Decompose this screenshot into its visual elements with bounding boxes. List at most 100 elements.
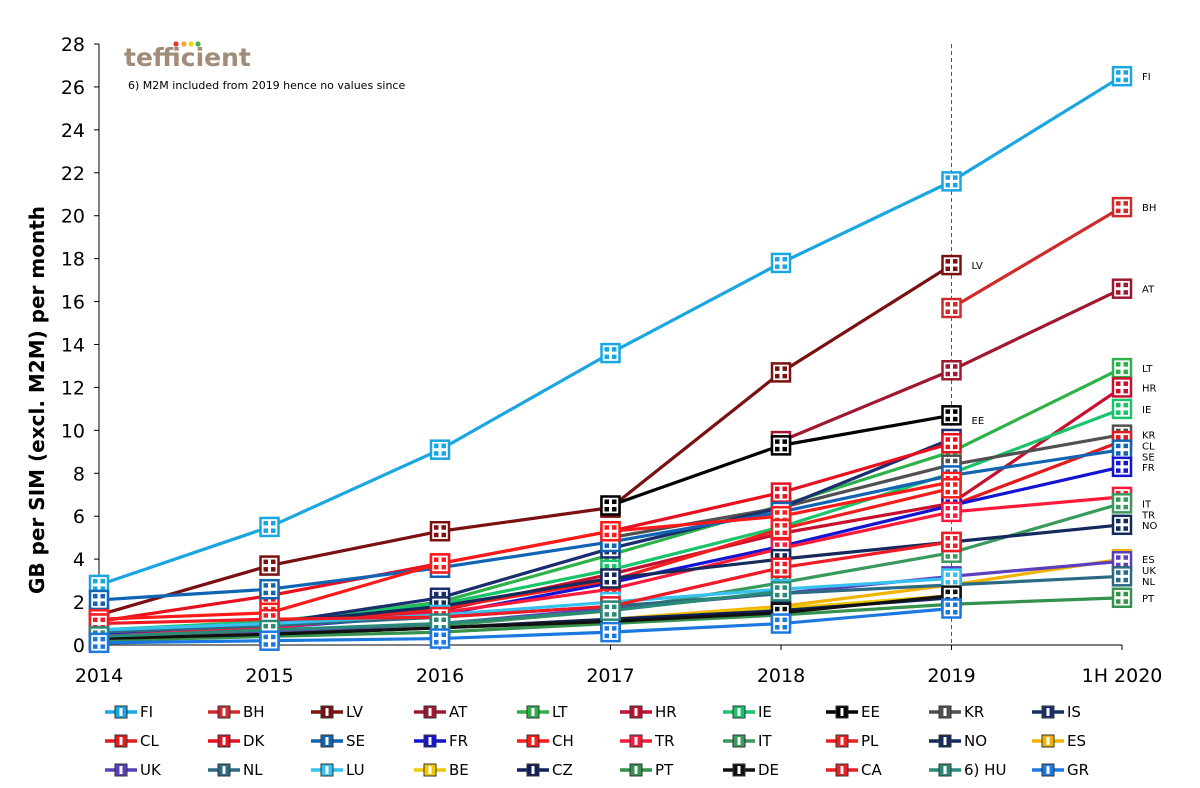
x-tick-label: 2015 xyxy=(245,665,293,687)
marker-cross-h xyxy=(604,619,617,623)
legend-marker-mark xyxy=(943,708,947,716)
legend-label: BH xyxy=(243,703,265,721)
brand-text: tefficient xyxy=(124,43,251,72)
marker-cross-h xyxy=(775,370,787,374)
data-point-ch xyxy=(600,520,621,542)
legend-label: CL xyxy=(140,732,159,750)
data-point-se xyxy=(259,578,280,600)
x-tick-label: 1H 2020 xyxy=(1082,665,1163,687)
legend-marker-mark xyxy=(222,737,226,745)
y-tick-label: 8 xyxy=(73,463,85,485)
data-point-at xyxy=(1111,278,1133,299)
legend-marker-mark xyxy=(943,737,947,745)
legend-label: PT xyxy=(655,761,674,779)
legend-marker-mark xyxy=(119,708,123,716)
series-line-bh xyxy=(950,205,1123,310)
legend-item-de: DE xyxy=(723,761,779,779)
legend-label: LT xyxy=(552,703,568,721)
legend-item-fr: FR xyxy=(414,732,468,750)
y-axis-label: GB per SIM (excl. M2M) per month xyxy=(25,206,49,594)
end-label-fr: FR xyxy=(1142,463,1155,474)
y-tick-label: 26 xyxy=(61,77,85,99)
legend-marker-mark xyxy=(1046,766,1050,774)
marker-cross-h xyxy=(1116,407,1128,411)
data-point-fi xyxy=(600,342,621,364)
marker-cross-h xyxy=(93,622,105,626)
marker-cross-h xyxy=(434,561,446,565)
legend-item-se: SE xyxy=(311,732,365,750)
marker-cross-h xyxy=(1116,74,1128,78)
marker-cross-h xyxy=(945,510,958,514)
series-lines xyxy=(88,65,1133,654)
marker-cross-h xyxy=(775,546,787,550)
y-tick-label: 28 xyxy=(61,34,85,56)
end-label-no: NO xyxy=(1142,521,1157,532)
marker-cross-h xyxy=(775,622,787,626)
legend-label: DE xyxy=(758,761,779,779)
data-point-lu xyxy=(941,568,962,589)
marker-cross-h xyxy=(775,589,787,593)
marker-cross-h xyxy=(434,529,446,533)
marker-cross-h xyxy=(775,611,787,615)
marker-cross-h xyxy=(434,622,446,626)
marker-cross-h xyxy=(945,413,958,417)
marker-cross-h xyxy=(775,443,787,447)
x-axis-ticks: 2014 2015 2016 2017 2018 2019 1H 2020 xyxy=(75,645,1163,687)
marker-cross-h xyxy=(263,587,276,591)
end-label-bh: BH xyxy=(1142,203,1156,214)
legend-label: BE xyxy=(449,761,469,779)
data-point-pl xyxy=(770,518,792,540)
legend-marker-mark xyxy=(222,708,226,716)
legend-item-it: IT xyxy=(723,732,772,750)
series-line-de xyxy=(98,594,952,641)
legend-marker-mark xyxy=(634,766,638,774)
legend-item-ie: IE xyxy=(723,703,772,721)
marker-cross-h xyxy=(1116,523,1128,527)
data-point-gr xyxy=(770,613,792,634)
marker-cross-h xyxy=(1116,448,1128,452)
data-point-bh xyxy=(1111,196,1133,218)
marker-cross-h xyxy=(93,583,105,587)
legend-label: HR xyxy=(655,703,677,721)
marker-cross-h xyxy=(604,576,617,580)
end-label-pt: PT xyxy=(1142,594,1155,605)
data-point-bh xyxy=(941,297,962,319)
data-point-ca xyxy=(941,531,962,553)
marker-cross-h xyxy=(1116,596,1128,600)
legend-label: IT xyxy=(758,732,772,750)
legend-marker-mark xyxy=(1046,737,1050,745)
y-tick-label: 12 xyxy=(61,377,85,399)
data-point-6-hu xyxy=(770,581,792,602)
legend-item-tr: TR xyxy=(620,732,675,750)
legend-marker-mark xyxy=(222,766,226,774)
y-tick-label: 6 xyxy=(73,506,85,528)
data-point-no xyxy=(600,568,621,589)
data-point-nl xyxy=(1111,566,1133,587)
data-point-pt xyxy=(1111,587,1133,609)
brand-dot-red xyxy=(173,41,179,47)
marker-cross-h xyxy=(604,609,617,613)
legend-label: IE xyxy=(758,703,772,721)
marker-cross-h xyxy=(945,463,958,467)
marker-cross-h xyxy=(263,564,276,568)
legend-marker-mark xyxy=(119,737,123,745)
data-point-tr xyxy=(941,501,962,523)
legend-item-gr: GR xyxy=(1032,761,1089,779)
legend-item-pt: PT xyxy=(620,761,674,779)
marker-cross-h xyxy=(945,607,958,611)
legend-item-cz: CZ xyxy=(517,761,573,779)
legend-item-uk: UK xyxy=(105,761,162,779)
legend-marker-mark xyxy=(1046,708,1050,716)
legend-item-lv: LV xyxy=(311,703,364,721)
y-tick-label: 10 xyxy=(61,420,85,442)
end-label-lt: LT xyxy=(1142,364,1153,375)
end-label-lv: LV xyxy=(972,261,983,272)
legend-label: 6) HU xyxy=(964,761,1006,779)
marker-cross-h xyxy=(1116,366,1128,370)
legend-label: LU xyxy=(346,761,365,779)
brand-dot-orange xyxy=(181,41,187,47)
legend-item-is: IS xyxy=(1032,703,1081,721)
marker-cross-h xyxy=(93,641,105,645)
y-tick-label: 20 xyxy=(61,206,85,228)
